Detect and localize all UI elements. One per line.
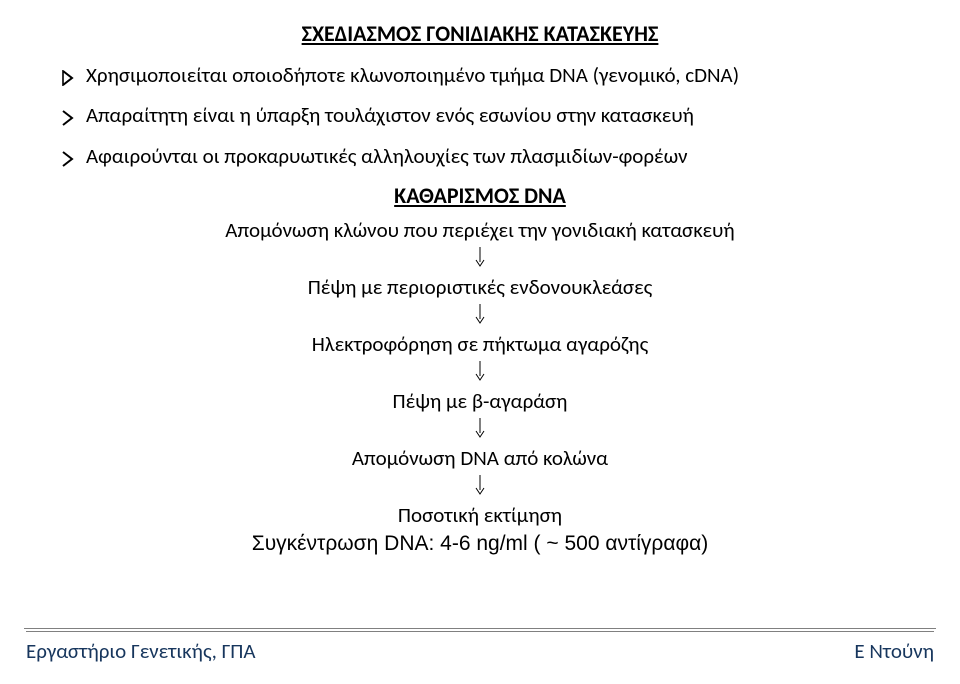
step-text: Πέψη με β-αγαράση (60, 388, 900, 414)
down-arrow-icon (60, 361, 900, 386)
footer-left-text: Εργαστήριο Γενετικής, ΓΠΑ (26, 638, 256, 664)
down-arrow-icon (60, 475, 900, 500)
step-text: Ποσοτική εκτίμηση (60, 502, 900, 528)
subsection-title: ΚΑΘΑΡΙΣΜΟΣ DNA (60, 182, 900, 209)
bullet-item: Απαραίτητη είναι η ύπαρξη τουλάχιστον εν… (60, 101, 900, 133)
chevron-right-icon (60, 101, 86, 133)
section-title: ΣΧΕΔΙΑΣΜΟΣ ΓΟΝΙΔΙΑΚΗΣ ΚΑΤΑΣΚΕΥΗΣ (60, 20, 900, 47)
footer-right-text: Ε Ντούνη (854, 638, 934, 664)
step-text: Απομόνωση κλώνου που περιέχει την γονιδι… (60, 217, 900, 243)
bullet-text: Χρησιμοποιείται οποιοδήποτε κλωνοποιημέν… (86, 61, 739, 89)
bullet-item: Αφαιρούνται οι προκαρυωτικές αλληλουχίες… (60, 142, 900, 174)
footer-rule (24, 628, 936, 629)
down-arrow-icon (60, 247, 900, 272)
down-arrow-icon (60, 418, 900, 443)
final-concentration-text: Συγκέντρωση DNA: 4-6 ng/ml ( ~ 500 αντίγ… (60, 532, 900, 556)
step-text: Πέψη με περιοριστικές ενδονουκλεάσες (60, 274, 900, 300)
chevron-right-icon (60, 61, 86, 93)
bullet-item: Χρησιμοποιείται οποιοδήποτε κλωνοποιημέν… (60, 61, 900, 93)
chevron-right-icon (60, 142, 86, 174)
footer-rule (26, 631, 934, 632)
bullet-text: Αφαιρούνται οι προκαρυωτικές αλληλουχίες… (86, 142, 688, 170)
page-footer: Εργαστήριο Γενετικής, ΓΠΑ Ε Ντούνη (24, 628, 936, 664)
down-arrow-icon (60, 304, 900, 329)
step-text: Ηλεκτροφόρηση σε πήκτωμα αγαρόζης (60, 331, 900, 357)
bullet-text: Απαραίτητη είναι η ύπαρξη τουλάχιστον εν… (86, 101, 694, 129)
step-text: Απομόνωση DNA από κολώνα (60, 445, 900, 471)
